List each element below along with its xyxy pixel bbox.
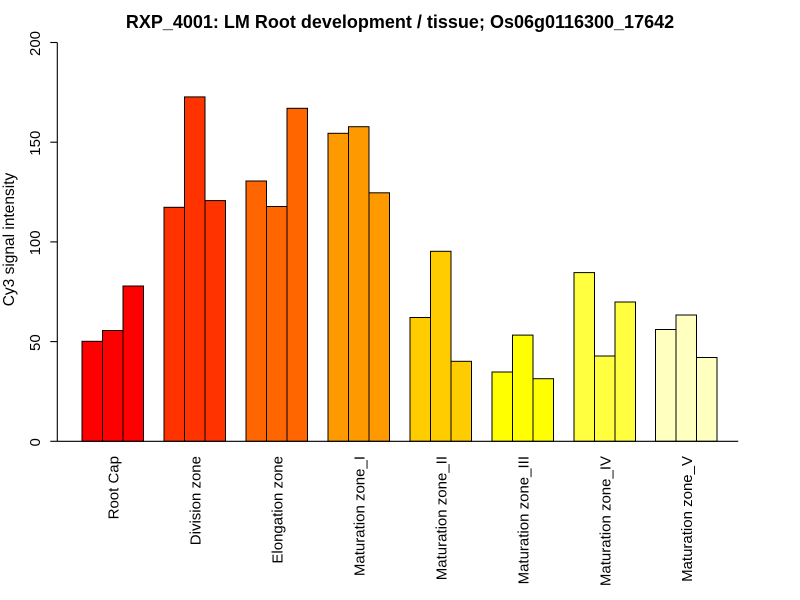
- svg-text:150: 150: [27, 131, 44, 156]
- svg-text:Maturation zone_II: Maturation zone_II: [433, 456, 450, 580]
- svg-text:Maturation zone_III: Maturation zone_III: [515, 456, 532, 584]
- svg-text:100: 100: [27, 230, 44, 255]
- svg-text:Maturation zone_I: Maturation zone_I: [351, 456, 368, 576]
- svg-text:Cy3 signal intensity: Cy3 signal intensity: [1, 172, 18, 306]
- svg-text:50: 50: [27, 334, 44, 351]
- svg-text:Root Cap: Root Cap: [105, 456, 122, 519]
- svg-text:Maturation zone_V: Maturation zone_V: [679, 456, 696, 582]
- svg-text:Elongation zone: Elongation zone: [269, 456, 286, 564]
- svg-text:Maturation zone_IV: Maturation zone_IV: [597, 456, 614, 586]
- svg-text:200: 200: [27, 31, 44, 56]
- svg-text:RXP_4001: LM Root development: RXP_4001: LM Root development / tissue; …: [126, 12, 674, 32]
- svg-text:Division zone: Division zone: [187, 456, 204, 545]
- svg-text:0: 0: [27, 438, 44, 446]
